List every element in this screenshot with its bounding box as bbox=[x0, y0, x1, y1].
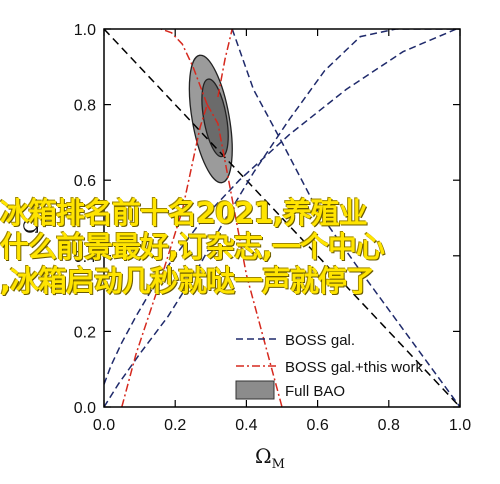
y-axis-label: ΩΛ bbox=[19, 207, 47, 234]
overlay-text-line-3: ,冰箱启动几秒就哒一声就停了 bbox=[0, 264, 375, 298]
x-tick-label: 0.0 bbox=[93, 417, 115, 434]
boss-gal-contour-1 bbox=[231, 29, 460, 407]
x-tick-label: 0.2 bbox=[164, 417, 186, 434]
y-tick-label: 1.0 bbox=[74, 22, 96, 39]
x-tick-label: 0.6 bbox=[306, 417, 328, 434]
x-tick-label: 0.4 bbox=[235, 417, 257, 434]
legend-label-boss-gal-this-work: BOSS gal.+this work bbox=[285, 359, 423, 376]
x-axis-label-subscript: M bbox=[272, 457, 285, 472]
legend: BOSS gal. BOSS gal.+this work Full BAO bbox=[235, 332, 423, 400]
plot-frame bbox=[103, 28, 461, 408]
legend-label-full-bao: Full BAO bbox=[285, 383, 345, 400]
y-tick-label: 0.2 bbox=[74, 324, 96, 341]
x-tick-label: 0.8 bbox=[378, 417, 400, 434]
legend-label-boss-gal: BOSS gal. bbox=[285, 332, 355, 349]
y-tick-label: 0.6 bbox=[74, 173, 96, 190]
x-tick-label: 1.0 bbox=[449, 417, 471, 434]
flat-universe-line bbox=[104, 29, 460, 407]
x-axis-label: ΩM bbox=[255, 444, 285, 472]
overlay-text-line-1: 冰箱排名前十名2021,养殖业 bbox=[0, 196, 368, 230]
y-tick-label: 0.8 bbox=[74, 98, 96, 115]
boss-gal-contour-2 bbox=[104, 29, 460, 407]
y-tick-label: 0.0 bbox=[74, 400, 96, 417]
boss-gal-this-work-contour-1 bbox=[121, 104, 208, 407]
boss-gal-this-work-contour-3 bbox=[160, 29, 208, 105]
y-axis-label-subscript: Λ bbox=[32, 207, 47, 218]
boss-gal-this-work-contour-2 bbox=[206, 104, 283, 407]
boss-gal-contour-3 bbox=[104, 29, 457, 385]
legend-swatch-full-bao bbox=[235, 380, 275, 400]
y-tick-label: 0.4 bbox=[74, 249, 96, 266]
boss-gal-this-work-contour-4 bbox=[217, 29, 233, 98]
overlay-text-line-2: 什么前景最好,订杂志,一个中心 bbox=[0, 230, 385, 264]
full-bao-contour-inner bbox=[201, 78, 229, 158]
